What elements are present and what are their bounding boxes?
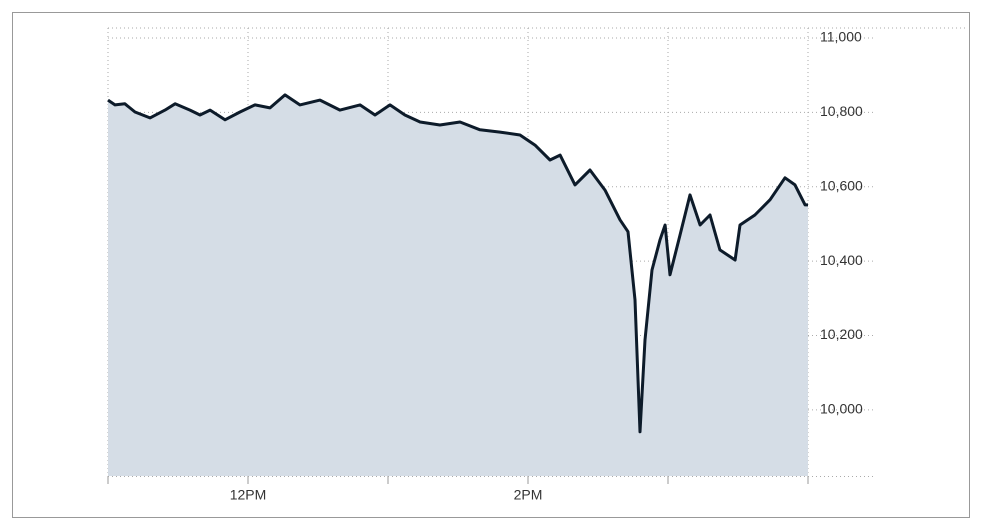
- y-tick-label: 10,800: [820, 103, 863, 119]
- y-tick-label: 10,000: [820, 401, 863, 417]
- area: [108, 94, 808, 477]
- x-tick-label: 12PM: [230, 487, 267, 503]
- line: [107, 93, 808, 434]
- y-tick-label: 10,600: [820, 177, 863, 193]
- x-tick-label: 2PM: [514, 487, 543, 503]
- y-tick-label: 11,000: [820, 29, 862, 45]
- y-tick-label: 10,400: [820, 252, 863, 268]
- y-tick-label: 10,200: [820, 326, 863, 342]
